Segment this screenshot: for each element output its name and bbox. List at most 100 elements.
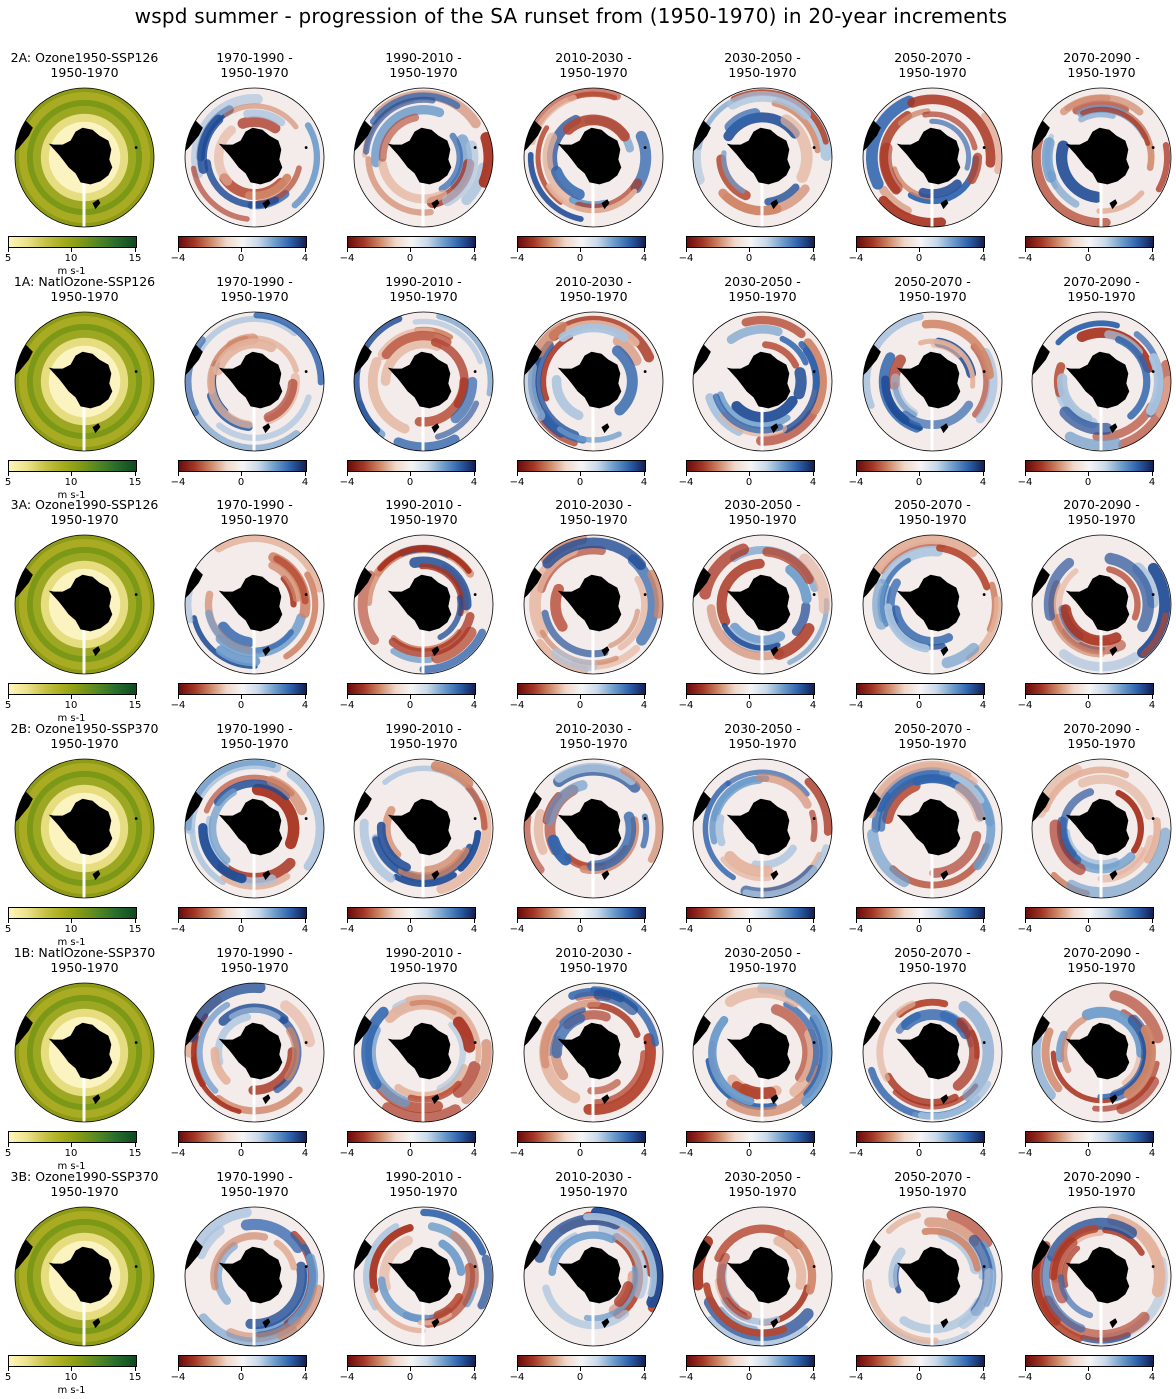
colorbar-tick-label: −4	[509, 1372, 525, 1383]
panel-difference: 2050-2070 - 1950-1970 −4 0 4	[848, 497, 1017, 721]
colorbar-tick	[474, 248, 475, 252]
colorbar-tick-label: 4	[301, 1372, 309, 1383]
colorbar-tick	[410, 248, 411, 252]
colorbar-tick	[919, 248, 920, 252]
colorbar-diff	[517, 683, 646, 695]
colorbar-tick	[686, 248, 687, 252]
polar-map-diff	[692, 1206, 833, 1347]
panel-title: 2030-2050 - 1950-1970	[724, 945, 801, 975]
colorbar-tick-label: 15	[128, 253, 142, 264]
colorbar-tick-label: −4	[848, 700, 864, 711]
colorbar-tick	[8, 1143, 9, 1147]
polar-map-diff	[353, 982, 494, 1123]
colorbar-tick	[749, 919, 750, 923]
panel-title: 1970-1990 - 1950-1970	[216, 497, 293, 527]
panel-difference: 2010-2030 - 1950-1970 −4 0 4	[509, 945, 678, 1169]
colorbar-tick-label: 4	[809, 700, 817, 711]
colorbar-tick-label: −4	[678, 700, 694, 711]
colorbar-tick	[347, 1143, 348, 1147]
colorbar-tick	[135, 1143, 136, 1147]
colorbar-tick	[241, 695, 242, 699]
colorbar-tick	[1088, 472, 1089, 476]
panel-difference: 2030-2050 - 1950-1970 −4 0 4	[678, 721, 847, 945]
colorbar-tick-label: 4	[979, 1148, 987, 1159]
colorbar-tick	[347, 695, 348, 699]
panel-title: 1A: NatlOzone-SSP126 1950-1970	[13, 274, 156, 304]
colorbar-tick-label: −4	[509, 477, 525, 488]
colorbar-tick-label: 5	[4, 924, 12, 935]
colorbar-tick-label: −4	[678, 924, 694, 935]
polar-map-diff	[523, 311, 664, 452]
panel-title: 2050-2070 - 1950-1970	[894, 945, 971, 975]
colorbar-tick	[347, 919, 348, 923]
colorbar-tick	[347, 1367, 348, 1371]
colorbar-tick-label: 0	[406, 253, 414, 264]
colorbar-tick-label: 4	[809, 253, 817, 264]
polar-map-diff	[353, 758, 494, 899]
panel-title: 2030-2050 - 1950-1970	[724, 721, 801, 751]
colorbar-unit-label: m s-1	[57, 490, 86, 501]
colorbar-tick-label: 15	[128, 1372, 142, 1383]
colorbar-tick-label: 4	[470, 700, 478, 711]
colorbar-tick-label: 0	[576, 700, 584, 711]
colorbar-tick-label: −4	[509, 700, 525, 711]
colorbar-tick	[644, 472, 645, 476]
panel-difference: 2030-2050 - 1950-1970 −4 0 4	[678, 1169, 847, 1393]
colorbar-diff	[178, 907, 307, 919]
colorbar-tick	[856, 919, 857, 923]
polar-map-diff	[1031, 87, 1172, 228]
colorbar-diff	[517, 1355, 646, 1367]
colorbar-tick	[517, 472, 518, 476]
colorbar-diff	[517, 1131, 646, 1143]
panel-difference: 1970-1990 - 1950-1970 −4 0 4	[170, 1169, 339, 1393]
panel-title: 2010-2030 - 1950-1970	[555, 945, 632, 975]
colorbar-tick-label: 0	[406, 700, 414, 711]
colorbar-diff	[517, 907, 646, 919]
panel-absolute: 3A: Ozone1990-SSP126 1950-1970 5 10 15 m s-1	[0, 497, 169, 724]
colorbar-tick	[580, 919, 581, 923]
colorbar-tick	[410, 1143, 411, 1147]
panel-difference: 2070-2090 - 1950-1970 −4 0 4	[1017, 945, 1176, 1169]
colorbar-tick	[1025, 695, 1026, 699]
colorbar-tick	[749, 1367, 750, 1371]
colorbar-tick	[517, 1367, 518, 1371]
colorbar-tick-label: −4	[170, 924, 186, 935]
colorbar-tick-label: 0	[576, 253, 584, 264]
colorbar-tick	[474, 919, 475, 923]
colorbar-tick	[178, 695, 179, 699]
colorbar-tick-label: 0	[745, 253, 753, 264]
colorbar-tick	[135, 248, 136, 252]
polar-map-wspd	[14, 534, 155, 675]
colorbar-tick	[813, 472, 814, 476]
colorbar-tick-label: −4	[848, 1148, 864, 1159]
colorbar-tick	[474, 1143, 475, 1147]
colorbar-tick-label: 15	[128, 1148, 142, 1159]
panel-title: 2010-2030 - 1950-1970	[555, 721, 632, 751]
colorbar-tick-label: 0	[576, 1372, 584, 1383]
colorbar-tick-label: 0	[576, 1148, 584, 1159]
colorbar-tick	[135, 695, 136, 699]
colorbar-tick	[983, 1367, 984, 1371]
colorbar-tick-label: 4	[470, 477, 478, 488]
colorbar-tick-label: 0	[915, 700, 923, 711]
colorbar-tick	[644, 695, 645, 699]
polar-map-diff	[523, 1206, 664, 1347]
colorbar-tick-label: 5	[4, 477, 12, 488]
panel-title: 2050-2070 - 1950-1970	[894, 721, 971, 751]
colorbar-tick-label: 0	[915, 253, 923, 264]
colorbar-tick-label: 0	[745, 924, 753, 935]
colorbar-diff	[347, 1131, 476, 1143]
colorbar-tick	[241, 919, 242, 923]
colorbar-tick-label: 10	[64, 477, 78, 488]
panel-difference: 2030-2050 - 1950-1970 −4 0 4	[678, 274, 847, 498]
colorbar-tick	[178, 919, 179, 923]
colorbar-tick	[983, 695, 984, 699]
colorbar-tick-label: 0	[1084, 477, 1092, 488]
panel-difference: 1970-1990 - 1950-1970 −4 0 4	[170, 50, 339, 274]
colorbar-tick	[8, 919, 9, 923]
panel-difference: 2010-2030 - 1950-1970 −4 0 4	[509, 1169, 678, 1393]
colorbar-tick-label: 0	[1084, 1372, 1092, 1383]
colorbar-tick	[1152, 919, 1153, 923]
colorbar-tick-label: 4	[1148, 477, 1156, 488]
colorbar-tick	[856, 248, 857, 252]
